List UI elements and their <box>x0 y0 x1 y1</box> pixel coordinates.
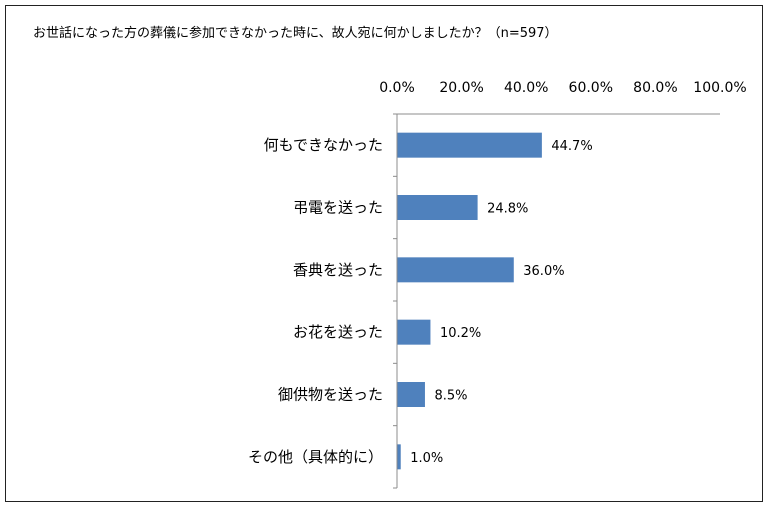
x-tick-label: 80.0% <box>633 80 677 96</box>
data-label: 24.8% <box>487 202 528 217</box>
x-tick-label: 100.0% <box>693 80 746 96</box>
category-label: 何もできなかった <box>264 136 383 154</box>
bar <box>397 195 478 220</box>
bar <box>397 382 425 407</box>
category-label: 香典を送った <box>293 261 383 279</box>
data-labels: 44.7% 24.8% 36.0% 10.2% 8.5% 1.0% <box>410 139 592 466</box>
chart-title: お世話になった方の葬儀に参加できなかった時に、故人宛に何かしましたか？（n=59… <box>33 26 558 41</box>
data-label: 36.0% <box>523 264 564 279</box>
x-tick-label: 40.0% <box>504 80 548 96</box>
bar <box>397 132 542 158</box>
category-label: 弔電を送った <box>293 199 383 217</box>
chart-frame <box>5 5 763 502</box>
data-label: 8.5% <box>434 389 467 404</box>
category-label: 御供物を送った <box>278 386 383 404</box>
bar <box>397 319 431 345</box>
x-tick-label: 60.0% <box>569 80 613 96</box>
category-label: お花を送った <box>293 323 383 341</box>
bars <box>397 132 542 470</box>
data-label: 44.7% <box>551 139 592 154</box>
data-label: 10.2% <box>440 326 481 341</box>
bar <box>397 257 514 283</box>
y-axis <box>393 113 398 489</box>
x-axis: 0.0% 20.0% 40.0% 60.0% 80.0% 100.0% <box>379 80 747 115</box>
x-tick-label: 0.0% <box>379 80 415 96</box>
data-label: 1.0% <box>410 451 443 466</box>
category-labels: 何もできなかった弔電を送った香典を送ったお花を送った御供物を送ったその他（具体的… <box>248 136 383 466</box>
x-tick-label: 20.0% <box>439 80 483 96</box>
bar <box>397 444 401 470</box>
category-label: その他（具体的に） <box>248 448 383 466</box>
